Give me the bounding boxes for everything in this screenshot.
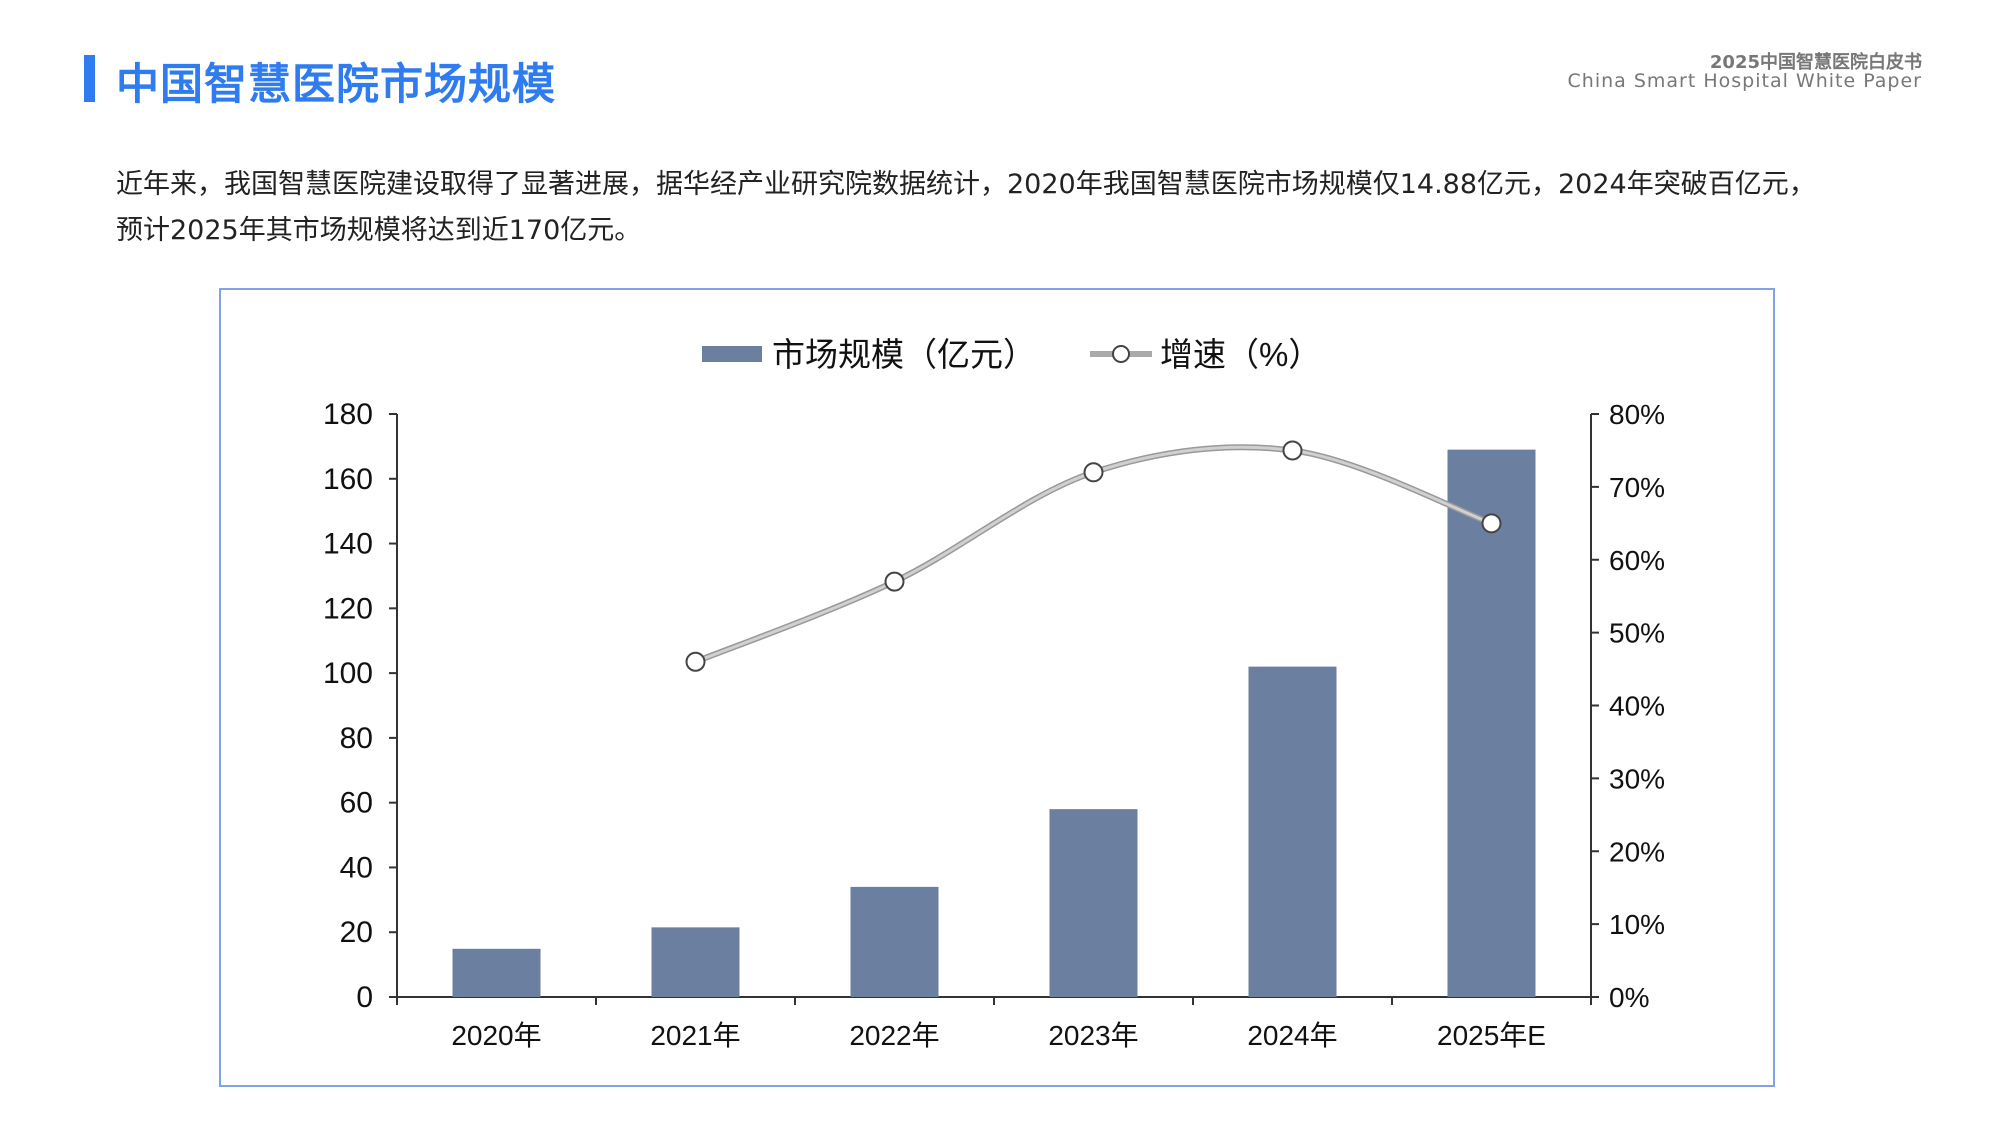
left-tick-label: 60 bbox=[340, 787, 373, 820]
left-tick-label: 20 bbox=[340, 916, 373, 949]
x-tick-label: 2021年 bbox=[650, 1020, 740, 1051]
right-tick-label: 50% bbox=[1609, 618, 1665, 649]
right-tick-label: 80% bbox=[1609, 399, 1665, 430]
bar bbox=[651, 927, 740, 997]
growth-point bbox=[1481, 513, 1502, 534]
report-title-en: China Smart Hospital White Paper bbox=[1567, 70, 1922, 92]
x-tick-label: 2023年 bbox=[1048, 1020, 1138, 1051]
legend-line-marker bbox=[1112, 345, 1130, 363]
growth-point bbox=[1282, 440, 1303, 461]
bar bbox=[1049, 809, 1138, 997]
growth-point bbox=[1083, 462, 1104, 483]
right-tick-label: 70% bbox=[1609, 472, 1665, 503]
left-tick-label: 180 bbox=[323, 398, 373, 431]
left-tick-label: 140 bbox=[323, 528, 373, 561]
legend-line-label: 增速（%） bbox=[1160, 336, 1321, 373]
x-tick-label: 2025年E bbox=[1437, 1020, 1546, 1051]
bar bbox=[850, 886, 939, 997]
x-tick-label: 2024年 bbox=[1247, 1020, 1337, 1051]
growth-point bbox=[685, 651, 706, 672]
bar bbox=[452, 948, 541, 997]
report-title-cn: 2025中国智慧医院白皮书 bbox=[1709, 52, 1922, 73]
left-tick-label: 100 bbox=[323, 657, 373, 690]
left-tick-label: 120 bbox=[323, 592, 373, 625]
right-tick-label: 10% bbox=[1609, 909, 1665, 940]
legend-bar-swatch bbox=[702, 346, 762, 362]
right-tick-label: 30% bbox=[1609, 763, 1665, 794]
bar bbox=[1447, 449, 1536, 997]
x-tick-label: 2020年 bbox=[451, 1020, 541, 1051]
legend-bar-label: 市场规模（亿元） bbox=[772, 336, 1036, 373]
right-tick-label: 20% bbox=[1609, 836, 1665, 867]
growth-point bbox=[884, 571, 905, 592]
intro-paragraph: 近年来，我国智慧医院建设取得了显著进展，据华经产业研究院数据统计，2020年我国… bbox=[116, 169, 1816, 246]
title-accent-bar bbox=[84, 55, 95, 102]
right-tick-label: 0% bbox=[1609, 982, 1649, 1013]
x-tick-label: 2022年 bbox=[849, 1020, 939, 1051]
left-tick-label: 160 bbox=[323, 463, 373, 496]
left-tick-label: 0 bbox=[356, 981, 373, 1014]
chart-frame bbox=[219, 288, 1775, 1087]
left-tick-label: 80 bbox=[340, 722, 373, 755]
bar bbox=[1248, 666, 1337, 997]
page-title: 中国智慧医院市场规模 bbox=[116, 60, 556, 110]
left-tick-label: 40 bbox=[340, 851, 373, 884]
right-tick-label: 40% bbox=[1609, 691, 1665, 722]
right-tick-label: 60% bbox=[1609, 545, 1665, 576]
